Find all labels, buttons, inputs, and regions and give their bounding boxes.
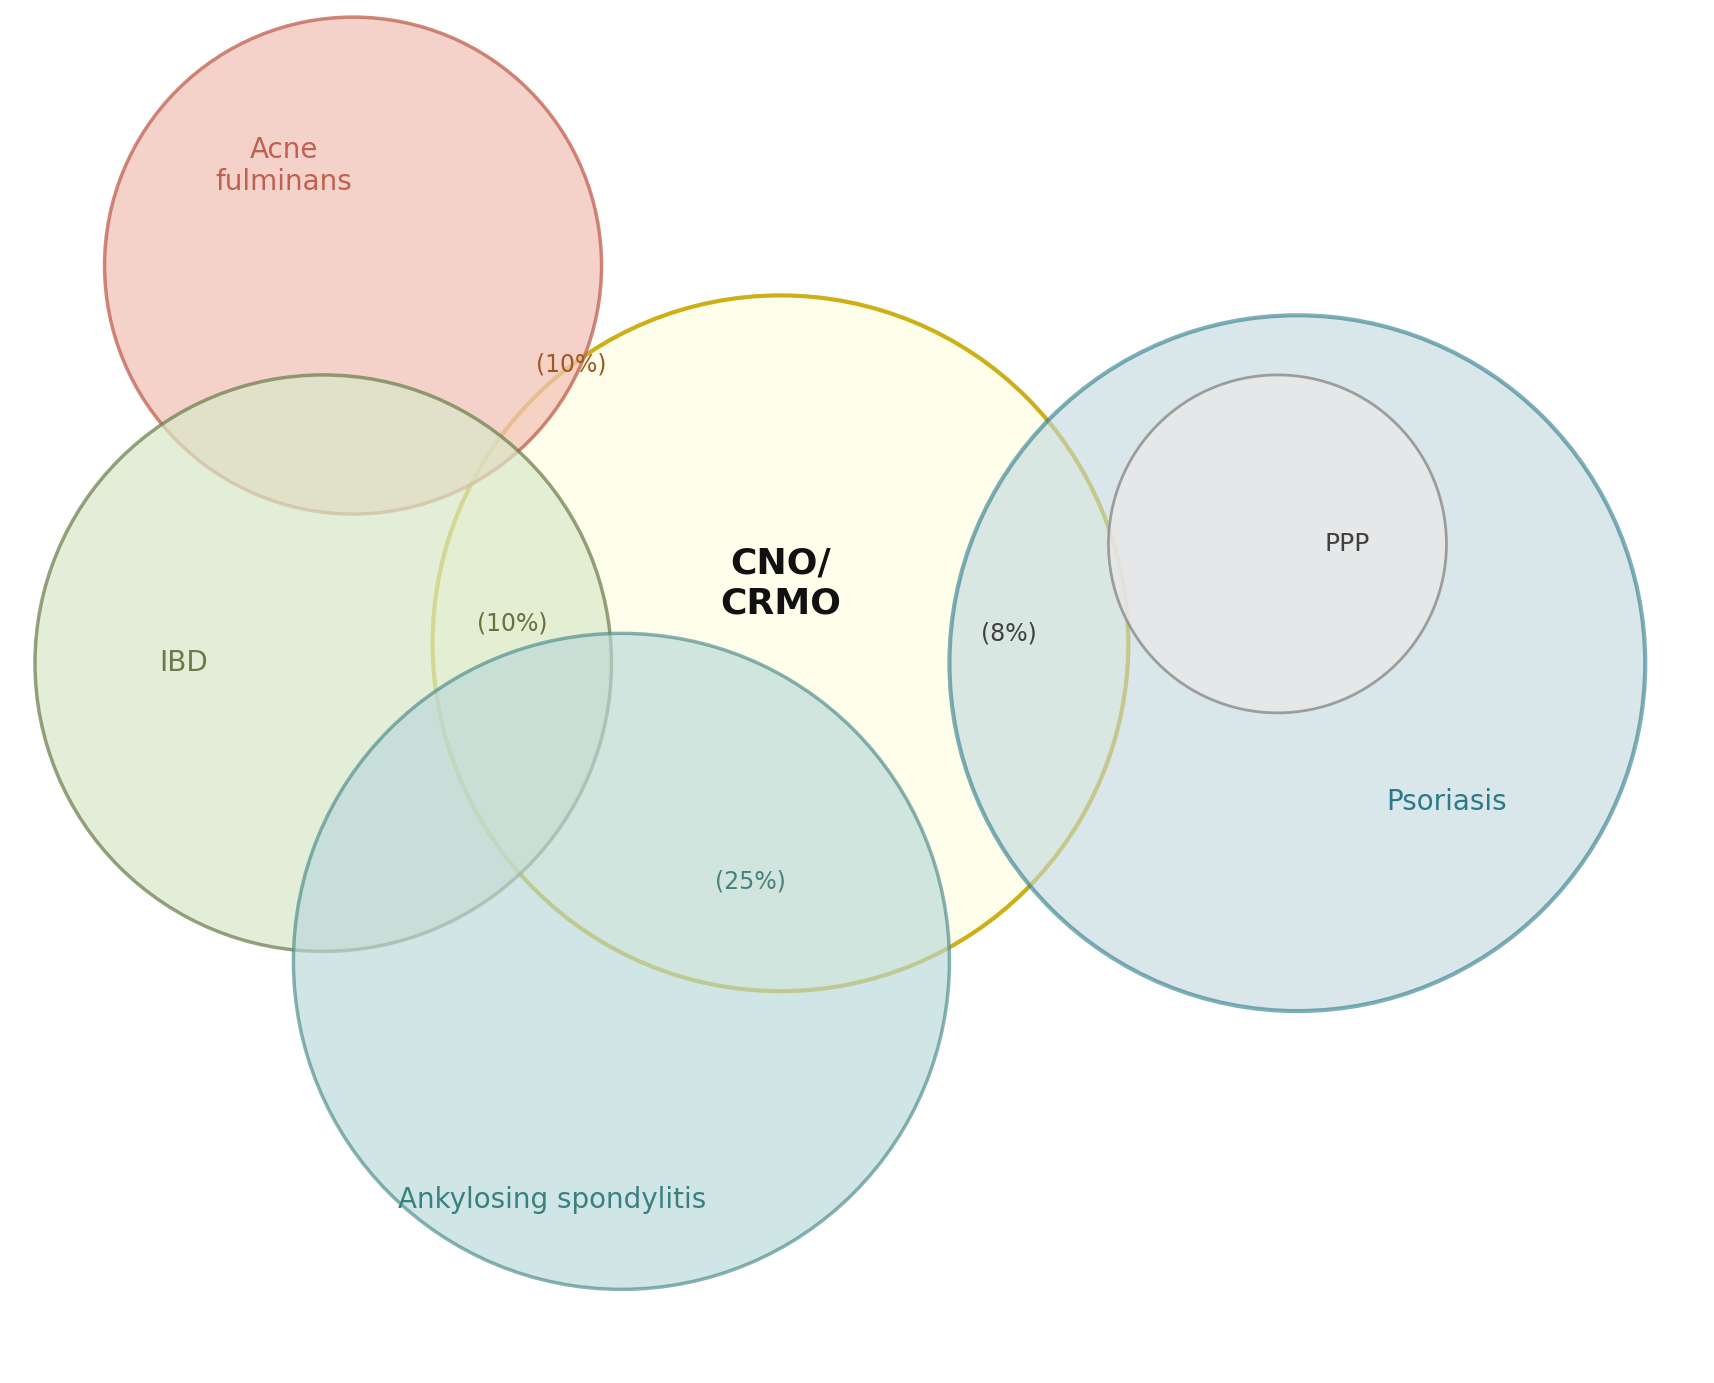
Text: Ankylosing spondylitis: Ankylosing spondylitis — [398, 1185, 706, 1214]
Ellipse shape — [432, 296, 1128, 992]
Text: (10%): (10%) — [476, 611, 547, 635]
Text: PPP: PPP — [1323, 532, 1369, 556]
Text: (25%): (25%) — [715, 870, 785, 893]
Ellipse shape — [293, 633, 950, 1289]
Text: (8%): (8%) — [980, 621, 1037, 646]
Text: (10%): (10%) — [536, 353, 607, 378]
Ellipse shape — [105, 17, 602, 514]
Ellipse shape — [34, 375, 612, 952]
Text: Psoriasis: Psoriasis — [1385, 788, 1507, 816]
Ellipse shape — [950, 315, 1644, 1011]
Text: Acne
fulminans: Acne fulminans — [214, 136, 351, 196]
Text: CNO/
CRMO: CNO/ CRMO — [720, 546, 840, 621]
Text: IBD: IBD — [159, 649, 209, 678]
Ellipse shape — [1107, 375, 1445, 712]
